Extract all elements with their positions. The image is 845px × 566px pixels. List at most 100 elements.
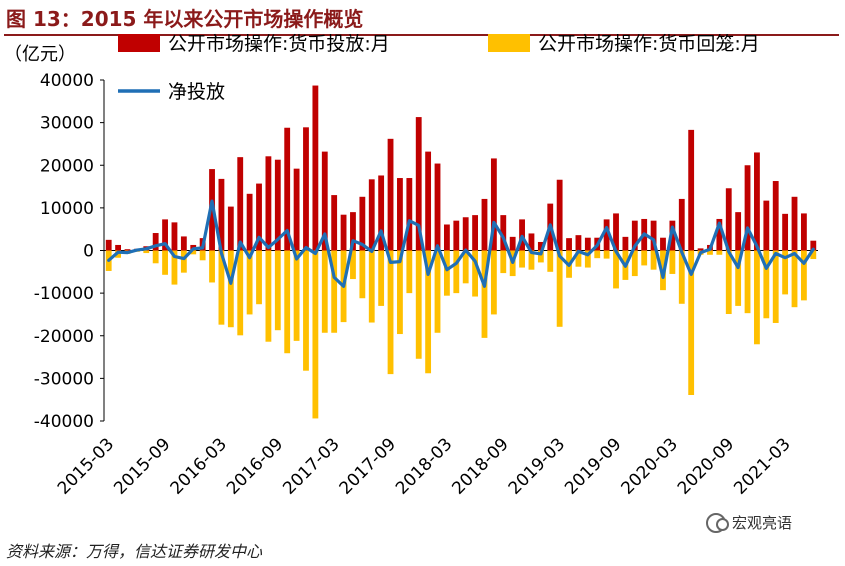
withdraw-bar: [387, 250, 394, 375]
inject-bar: [359, 196, 366, 251]
y-tick-label: 30000: [40, 114, 94, 134]
x-tick-label: 2021-03: [730, 434, 794, 498]
inject-bar: [575, 235, 582, 251]
inject-bar: [218, 178, 225, 251]
inject-bar: [650, 220, 657, 251]
inject-bar: [105, 239, 112, 251]
title-underline: [4, 34, 839, 36]
y-tick-label: -10000: [34, 284, 94, 304]
withdraw-bar: [556, 250, 563, 327]
withdraw-bar: [359, 250, 366, 299]
withdraw-bar: [462, 250, 469, 284]
withdraw-bar: [716, 250, 723, 255]
withdraw-bar: [791, 250, 798, 308]
legend-swatch: [488, 34, 530, 52]
withdraw-bar: [500, 250, 507, 274]
x-tick-label: 2019-03: [505, 434, 569, 498]
withdraw-bar: [209, 250, 215, 283]
inject-bar: [340, 214, 347, 251]
inject-bar: [763, 200, 770, 251]
inject-bar: [791, 196, 798, 251]
x-tick-label: 2017-03: [279, 434, 343, 498]
inject-bar: [509, 236, 516, 251]
withdraw-bar: [763, 250, 770, 319]
y-tick-label: 0: [83, 242, 94, 262]
withdraw-bar: [246, 250, 253, 315]
wechat-logo-icon: [706, 512, 729, 533]
withdraw-bar: [434, 250, 441, 333]
inject-bar: [735, 212, 742, 251]
inject-bar: [256, 183, 262, 251]
inject-bar: [528, 233, 535, 251]
x-tick-label: 2019-09: [561, 434, 625, 498]
inject-bar: [274, 159, 281, 251]
withdraw-bar: [575, 250, 582, 267]
y-tick-label: 20000: [40, 156, 94, 176]
withdraw-bar: [603, 250, 610, 259]
unit-label: （亿元）: [4, 44, 76, 65]
x-tick-label: 2016-09: [223, 434, 287, 498]
inject-bar: [246, 193, 253, 251]
inject-bar: [688, 129, 695, 251]
inject-bar: [537, 241, 544, 251]
inject-bar: [810, 240, 817, 251]
y-tick-label: 10000: [40, 199, 94, 219]
inject-bar: [321, 151, 328, 251]
withdraw-bar: [810, 250, 817, 260]
inject-bar: [678, 198, 685, 251]
withdraw-bars: [105, 250, 817, 419]
withdraw-bar: [472, 250, 479, 297]
withdraw-bar: [303, 250, 309, 371]
inject-bar: [312, 85, 319, 251]
y-tick-label: -30000: [34, 369, 94, 389]
inject-bar: [613, 213, 619, 251]
inject-bar: [443, 224, 450, 251]
withdraw-bar: [406, 250, 413, 294]
withdraw-bar: [669, 250, 676, 274]
inject-bar: [622, 236, 629, 251]
x-tick-label: 2016-03: [167, 434, 231, 498]
inject-bar: [115, 244, 122, 251]
withdraw-bar: [744, 250, 751, 314]
withdraw-bar: [547, 250, 554, 272]
inject-bar: [500, 215, 507, 251]
inject-bar: [350, 212, 356, 251]
net-line: [107, 199, 815, 288]
inject-bar: [265, 156, 272, 251]
inject-bar: [631, 220, 638, 251]
x-tick-label: 2017-09: [336, 434, 400, 498]
inject-bar: [744, 165, 751, 251]
inject-bar: [660, 237, 666, 251]
withdraw-bar: [425, 250, 432, 374]
withdraw-bar: [293, 250, 300, 341]
withdraw-bar: [537, 250, 544, 263]
inject-bar: [725, 188, 732, 251]
inject-bar: [566, 238, 572, 251]
withdraw-bar: [350, 250, 356, 280]
inject-bar: [171, 222, 178, 251]
withdraw-bar: [688, 250, 695, 395]
withdraw-bar: [490, 250, 497, 315]
inject-bar: [481, 198, 488, 251]
watermark: 宏观亮语: [706, 512, 792, 533]
inject-bar: [331, 195, 338, 251]
withdraw-bar: [453, 250, 460, 294]
inject-bar: [434, 163, 441, 251]
inject-bar: [368, 179, 375, 251]
net-line-group: [107, 199, 815, 288]
y-tick-label: 40000: [40, 71, 94, 91]
inject-bars: [105, 85, 817, 251]
inject-bar: [490, 158, 497, 251]
inject-bar: [603, 219, 610, 251]
inject-bar: [415, 117, 422, 251]
inject-bar: [697, 248, 704, 251]
y-tick-label: -40000: [34, 412, 94, 432]
inject-bar: [556, 179, 563, 251]
inject-bar: [800, 213, 807, 251]
y-tick-label: -20000: [34, 327, 94, 347]
withdraw-bar: [397, 250, 403, 335]
withdraw-bar: [754, 250, 760, 345]
x-tick-label: 2020-03: [618, 434, 682, 498]
